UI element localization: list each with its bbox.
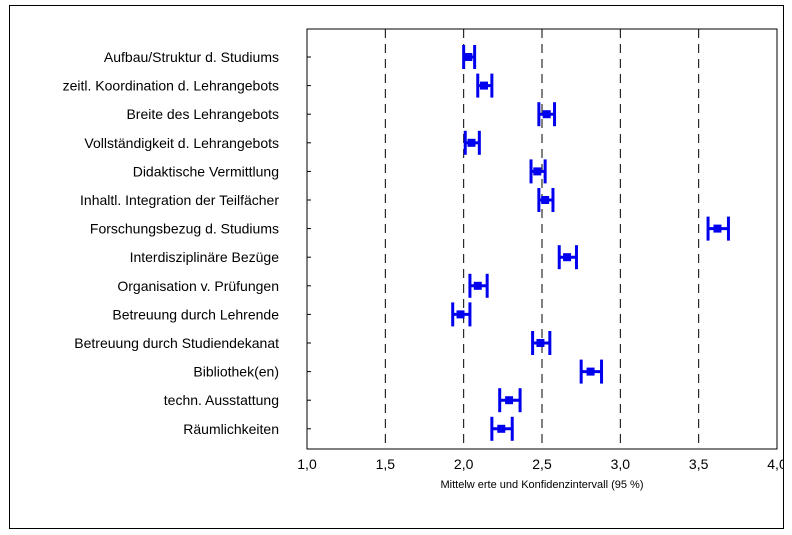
- mean-marker: [497, 424, 506, 433]
- category-label: Betreuung durch Studiendekanat: [74, 335, 279, 351]
- category-label: techn. Ausstattung: [164, 392, 279, 408]
- x-tick-label: 1,0: [297, 456, 317, 472]
- x-axis-label: Mittelw erte und Konfidenzintervall (95 …: [441, 479, 644, 491]
- x-tick-label: 3,0: [611, 456, 631, 472]
- x-tick-label: 2,5: [532, 456, 552, 472]
- error-bars: [451, 45, 730, 441]
- error-bar: [537, 188, 555, 212]
- error-bar: [706, 216, 730, 241]
- error-bar: [490, 416, 514, 441]
- gridlines: [384, 29, 700, 449]
- mean-marker: [713, 224, 722, 233]
- error-bar: [451, 302, 472, 327]
- category-label: Didaktische Vermittlung: [133, 163, 279, 179]
- chart-svg: Aufbau/Struktur d. Studiums zeitl. Koordi…: [63, 28, 787, 491]
- error-bar: [537, 102, 557, 127]
- category-label: Forschungsbezug d. Studiums: [90, 221, 279, 237]
- error-bar: [557, 245, 578, 270]
- mean-marker: [542, 110, 551, 119]
- error-bar: [462, 45, 477, 69]
- category-label: Räumlichkeiten: [183, 421, 279, 437]
- mean-marker: [536, 339, 545, 347]
- error-bar: [529, 159, 547, 184]
- mean-marker: [467, 138, 476, 147]
- error-bar: [531, 331, 552, 355]
- category-labels: Aufbau/Struktur d. Studiums zeitl. Koordi…: [63, 49, 311, 437]
- mean-marker: [480, 81, 489, 90]
- mean-marker: [541, 196, 550, 204]
- error-bar: [468, 273, 489, 298]
- mean-marker: [473, 281, 482, 290]
- mean-marker: [586, 367, 595, 376]
- mean-marker: [505, 396, 514, 405]
- x-tick-label: 3,5: [689, 456, 709, 472]
- x-tick-labels: 1,0 1,5 2,0 2,5 3,0 3,5 4,0: [297, 456, 787, 472]
- category-label: Betreuung durch Lehrende: [112, 306, 279, 322]
- plot-area: [306, 28, 778, 450]
- error-bar: [498, 388, 522, 413]
- mean-marker: [456, 310, 465, 319]
- mean-marker: [533, 167, 542, 176]
- error-bar: [476, 73, 494, 98]
- category-label: Aufbau/Struktur d. Studiums: [104, 49, 279, 65]
- error-bar: [579, 359, 604, 384]
- error-bar: [463, 130, 481, 155]
- x-tick-label: 1,5: [376, 456, 396, 472]
- chart-frame: Aufbau/Struktur d. Studiums zeitl. Koordi…: [9, 5, 787, 529]
- mean-marker: [464, 53, 473, 61]
- category-label: zeitl. Koordination d. Lehrangebots: [63, 78, 279, 94]
- x-tick-label: 4,0: [767, 456, 783, 472]
- category-label: Interdisziplinäre Bezüge: [130, 249, 280, 265]
- category-label: Inhaltl. Integration der Teilfächer: [80, 192, 279, 208]
- mean-marker: [563, 253, 572, 262]
- category-label: Organisation v. Prüfungen: [117, 278, 279, 294]
- category-label: Breite des Lehrangebots: [126, 106, 279, 122]
- category-label: Vollständigkeit d. Lehrangebots: [84, 135, 279, 151]
- x-tick-label: 2,0: [454, 456, 474, 472]
- category-label: Bibliothek(en): [193, 364, 279, 380]
